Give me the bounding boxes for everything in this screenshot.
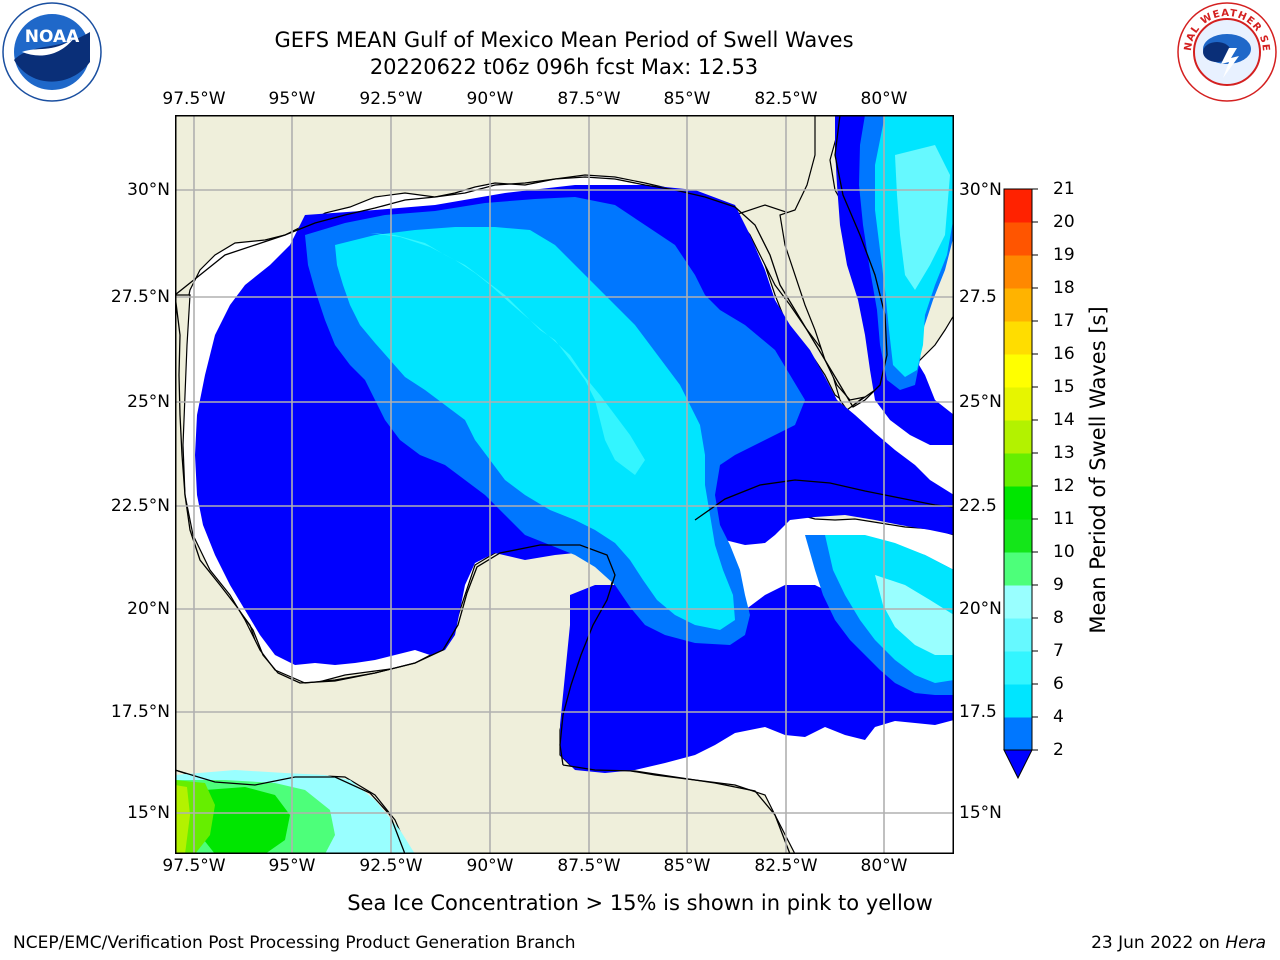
colorbar-outline <box>1003 188 1033 751</box>
colorbar-tick-label: 13 <box>1053 443 1075 463</box>
colorbar-tick-label: 14 <box>1053 410 1075 430</box>
lat-tick-right: 22.5 <box>959 496 997 516</box>
colorbar-tick-label: 11 <box>1053 509 1075 529</box>
lon-tick-bottom: 95°W <box>268 856 316 876</box>
lat-tick-left: 17.5°N <box>110 702 170 722</box>
footer-credit: NCEP/EMC/Verification Post Processing Pr… <box>13 933 576 953</box>
colorbar-band <box>1004 651 1032 685</box>
chart-subtitle: 20220622 t06z 096h fcst Max: 12.53 <box>369 55 759 79</box>
lon-tick-bottom: 87.5°W <box>557 856 621 876</box>
lat-tick-left: 22.5°N <box>110 496 170 516</box>
colorbar-tick-label: 16 <box>1053 344 1075 364</box>
colorbar-band <box>1004 222 1032 256</box>
colorbar-tick-label: 7 <box>1053 641 1064 661</box>
chart-title: GEFS MEAN Gulf of Mexico Mean Period of … <box>274 28 854 52</box>
noaa-logo: NOAA <box>2 2 102 102</box>
lat-tick-right: 27.5 <box>959 287 997 307</box>
colorbar-band <box>1004 486 1032 520</box>
lon-tick-bottom: 82.5°W <box>754 856 818 876</box>
colorbar-under-triangle <box>1003 749 1033 780</box>
colorbar-band <box>1004 552 1032 586</box>
colorbar-tick-label: 18 <box>1053 278 1075 298</box>
lon-tick-top: 95°W <box>268 89 316 109</box>
lon-tick-top: 90°W <box>466 89 514 109</box>
national-weather-service-logo: NATIONAL WEATHER SERVICE <box>1172 0 1277 102</box>
colorbar-tick-label: 4 <box>1053 707 1064 727</box>
lat-tick-right: 30°N <box>959 180 1002 200</box>
colorbar-tick-label: 8 <box>1053 608 1064 628</box>
lon-tick-bottom: 80°W <box>860 856 908 876</box>
lon-tick-bottom: 92.5°W <box>359 856 423 876</box>
field-7-8s-east <box>895 145 950 290</box>
colorbar-band <box>1004 321 1032 355</box>
colorbar-band <box>1004 453 1032 487</box>
field-6-7s <box>340 233 645 475</box>
lat-tick-right: 15°N <box>959 803 1002 823</box>
colorbar-title: Mean Period of Swell Waves [s] <box>1086 306 1110 634</box>
lat-tick-left: 15°N <box>127 803 170 823</box>
footer-date: 23 Jun 2022 on Hera <box>1091 933 1266 953</box>
colorbar-band <box>1004 420 1032 454</box>
colorbar-band <box>1004 519 1032 553</box>
colorbar-tick-label: 19 <box>1053 245 1075 265</box>
colorbar-band <box>1004 684 1032 718</box>
colorbar-tick-label: 21 <box>1053 179 1075 199</box>
colorbar-tick-label: 17 <box>1053 311 1075 331</box>
colorbar-tick-label: 15 <box>1053 377 1075 397</box>
colorbar-tick-label: 6 <box>1053 674 1064 694</box>
lon-tick-top: 85°W <box>663 89 711 109</box>
lon-tick-top: 92.5°W <box>359 89 423 109</box>
field-11-12s-pacific <box>197 787 290 854</box>
colorbar-band <box>1004 354 1032 388</box>
colorbar-band <box>1004 717 1032 751</box>
lon-tick-top: 97.5°W <box>162 89 226 109</box>
colorbar-tick-label: 2 <box>1053 740 1064 760</box>
field-4-6s <box>335 227 735 630</box>
colorbar-band <box>1004 618 1032 652</box>
colorbar-tick-label: 9 <box>1053 575 1064 595</box>
colorbar-tick-label: 10 <box>1053 542 1075 562</box>
colorbar-tick-label: 20 <box>1053 212 1075 232</box>
field-13-14s-pacific <box>175 785 190 854</box>
colorbar <box>1000 185 1050 785</box>
colorbar-band <box>1004 288 1032 322</box>
lat-tick-left: 27.5°N <box>110 287 170 307</box>
lon-tick-top: 82.5°W <box>754 89 818 109</box>
lat-tick-right: 25°N <box>959 392 1002 412</box>
lon-tick-top: 80°W <box>860 89 908 109</box>
map-frame <box>175 115 954 854</box>
colorbar-band <box>1004 387 1032 421</box>
lon-tick-bottom: 90°W <box>466 856 514 876</box>
svg-text:NOAA: NOAA <box>25 27 80 47</box>
lon-tick-bottom: 97.5°W <box>162 856 226 876</box>
lat-tick-left: 25°N <box>127 392 170 412</box>
colorbar-band <box>1004 585 1032 619</box>
lat-tick-right: 20°N <box>959 599 1002 619</box>
swell-period-map <box>175 115 954 854</box>
lon-tick-top: 87.5°W <box>557 89 621 109</box>
lon-tick-bottom: 85°W <box>663 856 711 876</box>
colorbar-band <box>1004 255 1032 289</box>
lat-tick-left: 20°N <box>127 599 170 619</box>
footer-host: Hera <box>1225 933 1266 953</box>
lat-tick-left: 30°N <box>127 180 170 200</box>
colorbar-tick-label: 12 <box>1053 476 1075 496</box>
sea-ice-note: Sea Ice Concentration > 15% is shown in … <box>347 891 933 915</box>
field-8-9s-carib <box>875 575 954 655</box>
grid-lines <box>175 115 954 854</box>
lat-tick-right: 17.5 <box>959 702 997 722</box>
colorbar-band <box>1004 189 1032 223</box>
